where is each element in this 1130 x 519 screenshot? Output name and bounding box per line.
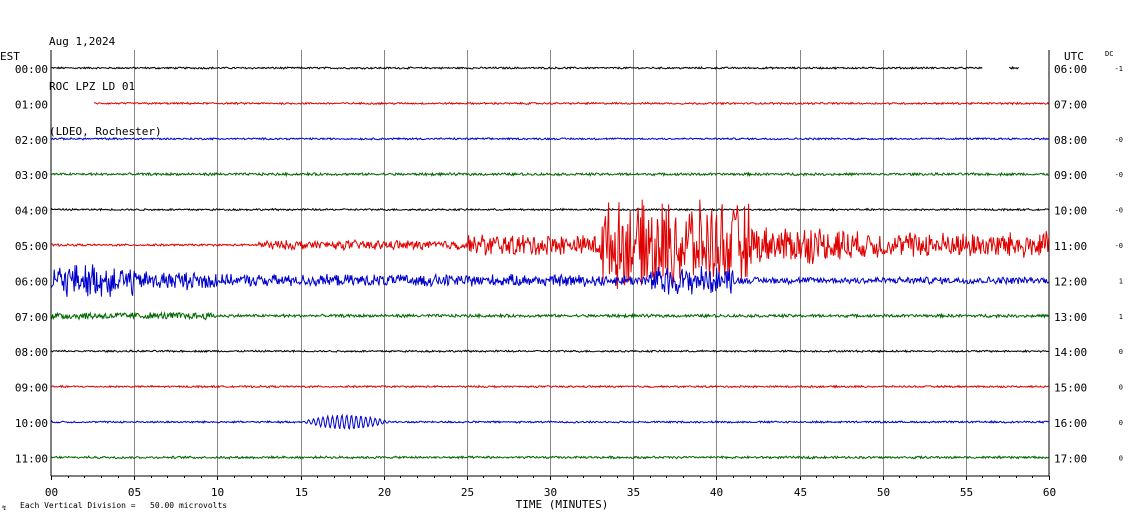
dc-value: -1 — [1115, 65, 1123, 73]
utc-label-17:00: 17:00 — [1054, 452, 1087, 465]
trace-00:00 — [1008, 65, 1020, 70]
est-label-11:00: 11:00 — [15, 452, 48, 465]
dc-axis-label: DC — [1105, 50, 1113, 58]
x-tick-label-50: 50 — [877, 486, 890, 499]
est-label-00:00: 00:00 — [15, 63, 48, 76]
x-tick-label-55: 55 — [960, 486, 973, 499]
utc-label-08:00: 08:00 — [1054, 134, 1087, 147]
dc-value: 1 — [1119, 277, 1123, 285]
utc-label-09:00: 09:00 — [1054, 169, 1087, 182]
dc-value: -0 — [1115, 242, 1123, 250]
est-label-01:00: 01:00 — [15, 98, 48, 111]
minute-gridlines — [50, 50, 1050, 480]
trace-07:00 — [50, 310, 1049, 321]
utc-label-15:00: 15:00 — [1054, 382, 1087, 395]
chart-header: Aug 1,2024 ROC LPZ LD 01 (LDEO, Rocheste… — [49, 4, 162, 154]
x-tick-label-45: 45 — [794, 486, 807, 499]
trace-09:00 — [50, 384, 1049, 389]
x-tick-label-20: 20 — [378, 486, 391, 499]
trace-02:00 — [51, 136, 1049, 141]
utc-label-06:00: 06:00 — [1054, 63, 1087, 76]
dc-value: 1 — [1119, 313, 1123, 321]
x-tick-label-05: 05 — [128, 486, 141, 499]
trace-01:00 — [93, 101, 1050, 106]
x-tick-label-00: 00 — [45, 486, 58, 499]
x-tick-label-40: 40 — [710, 486, 723, 499]
dc-value: -0 — [1115, 207, 1123, 215]
utc-label-12:00: 12:00 — [1054, 275, 1087, 288]
trace-08:00 — [50, 349, 1049, 354]
est-axis-label: EST — [0, 50, 20, 63]
est-label-02:00: 02:00 — [15, 134, 48, 147]
trace-05:00 — [50, 199, 1050, 290]
x-tick-label-10: 10 — [211, 486, 224, 499]
est-label-03:00: 03:00 — [15, 169, 48, 182]
utc-label-07:00: 07:00 — [1054, 98, 1087, 111]
utc-label-10:00: 10:00 — [1054, 205, 1087, 218]
est-label-06:00: 06:00 — [15, 275, 48, 288]
trace-03:00 — [50, 171, 1049, 178]
trace-10:00 — [50, 413, 1049, 431]
x-tick-label-35: 35 — [627, 486, 640, 499]
dc-value: -0 — [1115, 171, 1123, 179]
est-label-09:00: 09:00 — [15, 382, 48, 395]
microvolt-glyph: ↯ — [2, 504, 6, 512]
dc-value: -0 — [1115, 136, 1123, 144]
scale-footer: Each Vertical Division = 50.00 microvolt… — [20, 501, 227, 510]
x-axis-title: TIME (MINUTES) — [516, 498, 609, 511]
chart-network: (LDEO, Rochester) — [49, 125, 162, 138]
seismic-traces — [50, 65, 1050, 460]
utc-label-16:00: 16:00 — [1054, 417, 1087, 430]
est-label-04:00: 04:00 — [15, 205, 48, 218]
x-tick-label-30: 30 — [544, 486, 557, 499]
dc-value: 0 — [1119, 419, 1123, 427]
x-tick-label-60: 60 — [1043, 486, 1056, 499]
utc-label-13:00: 13:00 — [1054, 311, 1087, 324]
trace-06:00 — [50, 264, 1049, 297]
trace-04:00 — [50, 207, 1049, 212]
est-label-08:00: 08:00 — [15, 346, 48, 359]
utc-axis-label: UTC — [1064, 50, 1084, 63]
trace-11:00 — [50, 454, 1049, 460]
utc-label-11:00: 11:00 — [1054, 240, 1087, 253]
est-label-10:00: 10:00 — [15, 417, 48, 430]
chart-station: ROC LPZ LD 01 — [49, 80, 136, 93]
trace-00:00 — [50, 66, 983, 71]
x-tick-label-15: 15 — [295, 486, 308, 499]
x-tick-label-25: 25 — [461, 486, 474, 499]
dc-value: 0 — [1119, 348, 1123, 356]
est-label-07:00: 07:00 — [15, 311, 48, 324]
dc-value: 0 — [1119, 454, 1123, 462]
dc-value: 0 — [1119, 384, 1123, 392]
chart-date: Aug 1,2024 — [49, 35, 116, 48]
utc-label-14:00: 14:00 — [1054, 346, 1087, 359]
est-label-05:00: 05:00 — [15, 240, 48, 253]
